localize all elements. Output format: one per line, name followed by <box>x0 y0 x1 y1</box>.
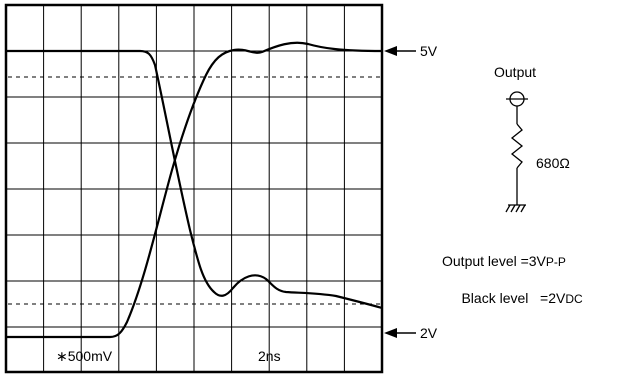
top-level-arrow <box>384 46 416 56</box>
resistor-value-label: 680Ω <box>536 155 570 171</box>
circuit-title: Output <box>494 64 536 80</box>
output-level-text: Output level =3VP-P <box>442 253 566 269</box>
black-level-text: Black level =2VDC <box>442 290 594 306</box>
output-level-subscript: P-P <box>546 255 566 269</box>
output-circuit: Output 680Ω <box>494 64 570 213</box>
top-marker-label: 5V <box>420 43 438 59</box>
black-level-prefix: Black level =2V <box>461 290 566 306</box>
resistor-icon <box>510 123 524 169</box>
horizontal-scale-label: 2ns <box>258 348 281 364</box>
black-level-subscript: DC <box>565 292 583 306</box>
bottom-marker-label: 2V <box>420 325 438 341</box>
grid-horizontal <box>6 50 382 328</box>
rising-waveform <box>6 41 383 339</box>
falling-waveform <box>6 49 383 310</box>
output-level-prefix: Output level =3V <box>442 253 547 269</box>
vertical-scale-label: ∗500mV <box>56 348 113 364</box>
bottom-level-arrow <box>384 328 416 338</box>
ground-icon <box>505 204 526 213</box>
